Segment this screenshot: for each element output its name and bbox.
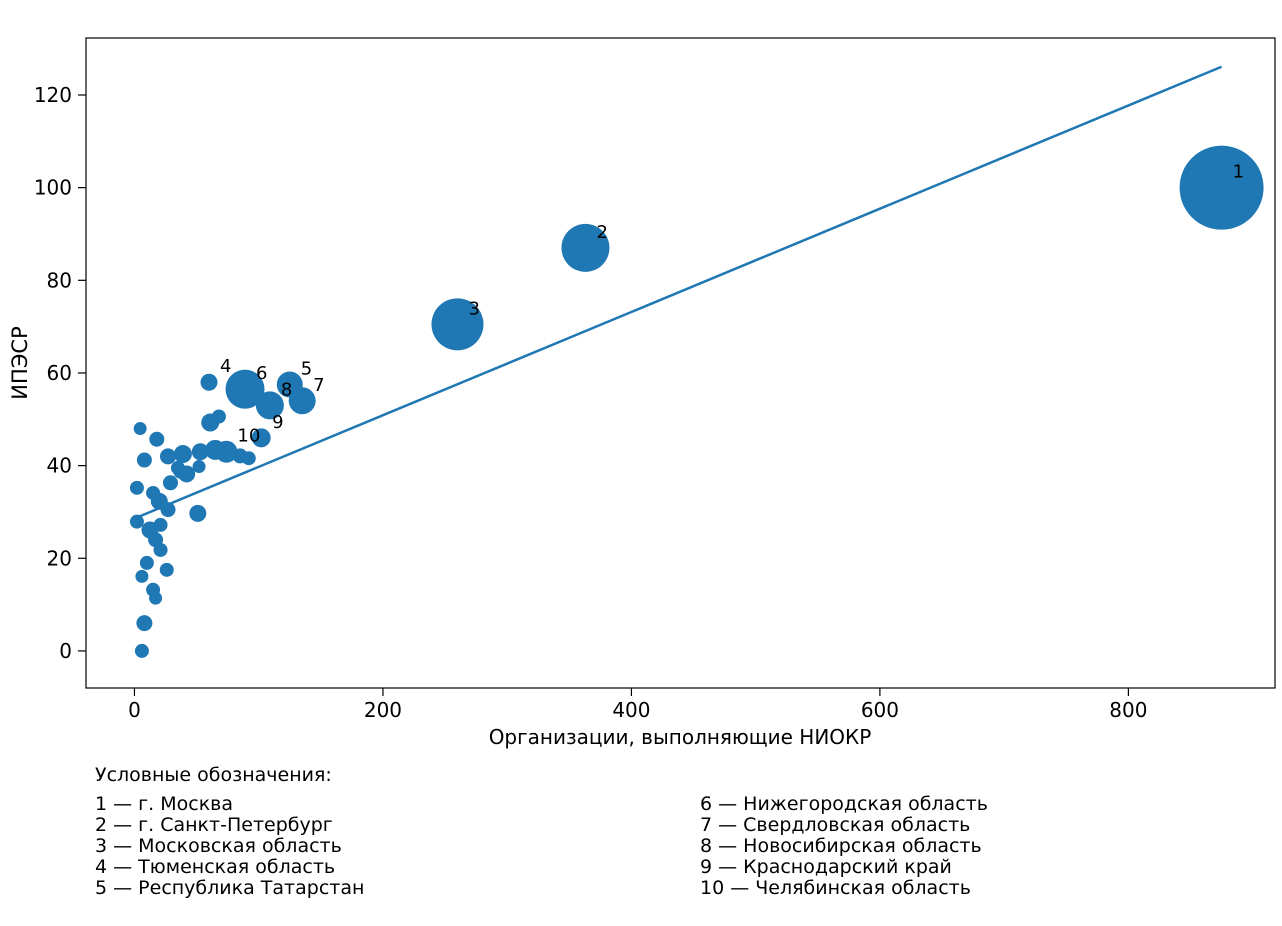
x-tick-label: 0: [128, 698, 141, 722]
point-rank-label: 1: [1233, 162, 1244, 183]
data-point-ranked: [215, 440, 238, 463]
plot-border: [85, 37, 1276, 689]
legend-item: 10 — Челябинская область: [700, 877, 971, 899]
data-point: [160, 448, 176, 465]
data-point: [149, 431, 165, 447]
y-tick-label: 20: [47, 546, 72, 570]
legend-item: 8 — Новосибирская область: [700, 835, 982, 857]
point-rank-label: 2: [596, 222, 607, 243]
data-point: [162, 475, 178, 491]
data-point: [173, 445, 192, 464]
legend-title: Условные обозначения:: [95, 764, 332, 786]
legend-item: 6 — Нижегородская область: [700, 793, 988, 815]
data-point: [159, 562, 174, 577]
data-point: [134, 643, 149, 658]
point-rank-label: 5: [301, 359, 312, 380]
legend-item: 2 — г. Санкт-Петербург: [95, 814, 333, 836]
data-point: [160, 502, 176, 518]
legend-item: 7 — Свердловская область: [700, 814, 971, 836]
data-point: [136, 615, 153, 632]
legend-column-right: 6 — Нижегородская область 7 — Свердловск…: [700, 794, 988, 899]
data-point: [211, 409, 226, 424]
legend: Условные обозначения: 1 — г. Москва 2 — …: [95, 764, 1195, 899]
legend-item: 5 — Республика Татарстан: [95, 877, 365, 899]
data-point: [149, 591, 163, 605]
data-point-ranked: [251, 428, 271, 448]
y-tick-label: 60: [47, 361, 72, 385]
data-point: [153, 517, 168, 532]
legend-columns: 1 — г. Москва 2 — г. Санкт-Петербург 3 —…: [95, 794, 1195, 899]
data-point-ranked: [1179, 145, 1264, 230]
point-rank-label: 10: [237, 426, 260, 447]
data-point: [178, 465, 196, 483]
legend-item: 3 — Московская область: [95, 835, 342, 857]
legend-item: 9 — Краснодарский край: [700, 856, 952, 878]
data-point-ranked: [561, 223, 610, 272]
data-point-ranked: [288, 387, 316, 415]
point-rank-label: 6: [256, 363, 267, 384]
data-point: [135, 569, 149, 583]
point-rank-label: 8: [281, 379, 292, 400]
x-tick-label: 600: [861, 698, 899, 722]
point-rank-label: 7: [313, 375, 324, 396]
data-point-ranked: [255, 391, 284, 420]
data-point: [192, 460, 206, 474]
x-axis-label: Организации, выполняющие НИОКР: [489, 725, 872, 749]
trend-line: [135, 65, 1223, 520]
data-point-ranked: [225, 369, 265, 409]
x-tick-label: 200: [364, 698, 402, 722]
data-point: [191, 443, 209, 461]
y-tick-label: 100: [34, 176, 72, 200]
data-point: [241, 451, 256, 466]
y-tick-label: 120: [34, 83, 72, 107]
data-point: [136, 452, 152, 468]
legend-item: 1 — г. Москва: [95, 793, 234, 815]
data-point: [133, 422, 147, 436]
y-tick-label: 40: [47, 454, 72, 478]
legend-column-left: 1 — г. Москва 2 — г. Санкт-Петербург 3 —…: [95, 794, 700, 899]
data-point: [139, 555, 154, 570]
y-tick-label: 80: [47, 268, 72, 292]
legend-item: 4 — Тюменская область: [95, 856, 336, 878]
point-rank-label: 4: [220, 356, 231, 377]
point-rank-label: 9: [272, 412, 283, 433]
x-tick-label: 800: [1109, 698, 1147, 722]
x-tick-label: 400: [612, 698, 650, 722]
data-point: [129, 514, 144, 529]
data-point-ranked: [431, 298, 484, 351]
data-point-ranked: [200, 373, 218, 391]
y-tick-label: 0: [59, 639, 72, 663]
y-axis-label: ИПЭСР: [8, 326, 32, 400]
data-point: [129, 480, 144, 495]
point-rank-label: 3: [468, 298, 479, 319]
data-point: [153, 542, 168, 557]
data-point: [189, 504, 207, 522]
